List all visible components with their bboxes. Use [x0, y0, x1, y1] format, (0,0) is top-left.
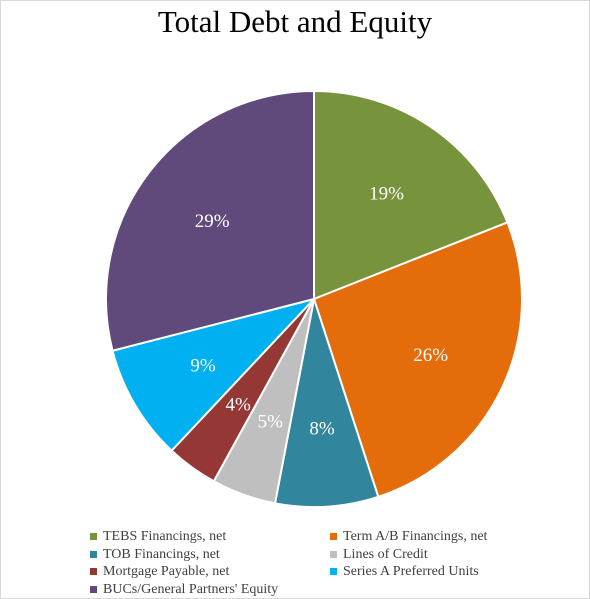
slice-data-label: 5% [258, 411, 284, 432]
legend-item: BUCs/General Partners' Equity [90, 581, 278, 598]
slice-data-label: 9% [190, 356, 216, 377]
legend-swatch [90, 585, 97, 593]
chart-title: Total Debt and Equity [157, 4, 433, 39]
legend-swatch [330, 568, 337, 575]
slice-data-label: 8% [309, 419, 335, 440]
pie-slice [313, 89, 509, 301]
legend-item: Lines of Credit [330, 546, 428, 563]
legend-label: Series A Preferred Units [343, 564, 479, 579]
legend-item: Series A Preferred Units [330, 563, 479, 580]
legend-label: BUCs/General Partners' Equity [103, 581, 279, 597]
legend-item: TEBS Financings, net [90, 528, 226, 545]
legend-item: Term A/B Financings, net [330, 528, 487, 545]
pie-slice [105, 89, 315, 352]
slice-data-label: 29% [195, 211, 230, 232]
legend-label: TEBS Financings, net [103, 529, 227, 544]
chart-legend: TEBS Financings, net Term A/B Financings,… [0, 528, 590, 598]
slice-data-label: 19% [369, 183, 404, 204]
slice-data-label: 26% [413, 345, 448, 366]
legend-swatch [330, 550, 337, 558]
legend-swatch [90, 568, 97, 575]
pie-slice [273, 298, 380, 508]
legend-swatch [330, 533, 337, 540]
legend-item: TOB Financings, net [90, 546, 220, 563]
legend-swatch [90, 550, 97, 558]
legend-label: Mortgage Payable, net [103, 564, 230, 579]
legend-label: Lines of Credit [343, 546, 428, 562]
legend-item: Mortgage Payable, net [90, 563, 229, 580]
slice-data-label: 4% [226, 394, 252, 415]
pie-chart: 19% 26% 8% 5% 4% 9% 29% [105, 89, 523, 508]
legend-swatch [90, 533, 97, 540]
pie-slice [111, 297, 318, 453]
legend-label: TOB Financings, net [103, 546, 220, 562]
legend-label: Term A/B Financings, net [343, 529, 488, 544]
pie-slice [312, 221, 523, 499]
